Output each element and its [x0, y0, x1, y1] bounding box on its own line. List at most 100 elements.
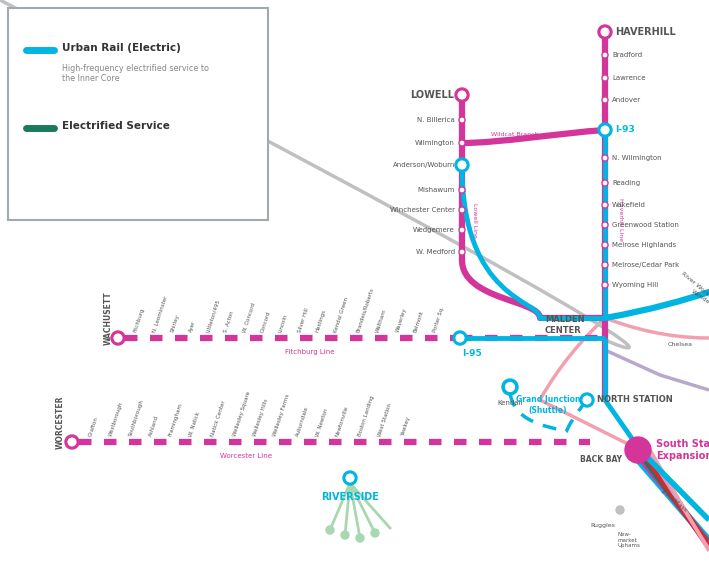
Text: Melrose/Cedar Park: Melrose/Cedar Park	[612, 262, 679, 268]
Circle shape	[460, 208, 464, 211]
Circle shape	[459, 207, 465, 213]
Circle shape	[371, 529, 379, 537]
Circle shape	[458, 91, 466, 99]
Text: JFK/UMass: JFK/UMass	[660, 488, 688, 512]
Text: Urban Rail (Electric): Urban Rail (Electric)	[62, 43, 181, 53]
Text: Chelsea: Chelsea	[668, 342, 693, 348]
Text: Lincoln: Lincoln	[278, 313, 289, 333]
Circle shape	[601, 126, 609, 134]
Text: Worcester Line: Worcester Line	[220, 453, 272, 459]
Text: Southborough: Southborough	[128, 399, 145, 437]
Circle shape	[602, 75, 608, 81]
Text: NORTH STATION: NORTH STATION	[597, 396, 673, 404]
Text: Mishawum: Mishawum	[418, 187, 455, 193]
Text: Wakefield: Wakefield	[612, 202, 646, 208]
Circle shape	[456, 334, 464, 342]
Text: Fitchburg Line: Fitchburg Line	[285, 349, 335, 355]
Circle shape	[453, 331, 467, 345]
Text: I-95: I-95	[462, 349, 481, 358]
Text: Wedgemere: Wedgemere	[413, 227, 455, 233]
Circle shape	[603, 284, 607, 287]
Circle shape	[460, 141, 464, 145]
Circle shape	[603, 263, 607, 266]
Circle shape	[598, 25, 612, 39]
Text: South Station
Expansion: South Station Expansion	[656, 439, 709, 461]
Text: Wildcat Branch: Wildcat Branch	[491, 133, 539, 138]
Text: Littleton/495: Littleton/495	[205, 298, 220, 333]
Text: W. Newton: W. Newton	[315, 408, 329, 437]
Circle shape	[68, 438, 76, 446]
Circle shape	[602, 97, 608, 103]
Text: Westborough: Westborough	[108, 401, 124, 437]
Text: Lawrence: Lawrence	[612, 75, 645, 81]
Text: River Works: River Works	[680, 271, 709, 299]
Text: Melrose Highlands: Melrose Highlands	[612, 242, 676, 248]
Text: Grand Junction
(Shuttle): Grand Junction (Shuttle)	[515, 395, 580, 414]
Text: Greenwood Station: Greenwood Station	[612, 222, 679, 228]
Text: Wellesley Hills: Wellesley Hills	[252, 398, 269, 437]
Text: RIVERSIDE: RIVERSIDE	[321, 492, 379, 502]
Circle shape	[460, 188, 464, 192]
Text: N. Wilmington: N. Wilmington	[612, 155, 661, 161]
Circle shape	[459, 227, 465, 233]
Circle shape	[602, 242, 608, 248]
Text: High-frequency electrified service to
the Inner Core: High-frequency electrified service to th…	[62, 64, 209, 83]
Text: Andover: Andover	[612, 97, 641, 103]
Circle shape	[458, 161, 466, 169]
Circle shape	[580, 393, 594, 407]
Circle shape	[459, 249, 465, 255]
Text: Waltham: Waltham	[375, 308, 387, 333]
Text: Auburndale: Auburndale	[295, 405, 310, 437]
Text: Yawkey: Yawkey	[400, 416, 411, 437]
Text: Wellesley Farms: Wellesley Farms	[272, 393, 291, 437]
Text: S. Acton: S. Acton	[223, 310, 235, 333]
Circle shape	[625, 437, 651, 463]
Circle shape	[356, 534, 364, 542]
FancyBboxPatch shape	[8, 8, 268, 220]
Text: Wilmington: Wilmington	[415, 140, 455, 146]
Text: BACK BAY: BACK BAY	[580, 455, 622, 464]
Text: N. Billerica: N. Billerica	[418, 117, 455, 123]
Text: Grafton: Grafton	[88, 416, 99, 437]
Circle shape	[460, 229, 464, 232]
Circle shape	[506, 383, 515, 391]
Text: LOWELL: LOWELL	[410, 90, 454, 100]
Text: MALDEN
CENTER: MALDEN CENTER	[545, 315, 585, 335]
Text: HAVERHILL: HAVERHILL	[615, 27, 676, 37]
Text: New-
market
Uphams: New- market Uphams	[618, 532, 641, 548]
Text: Winchester Center: Winchester Center	[390, 207, 455, 213]
Text: Belmont: Belmont	[413, 310, 425, 333]
Circle shape	[603, 53, 607, 57]
Circle shape	[603, 243, 607, 247]
Text: Lowell Line: Lowell Line	[472, 202, 477, 238]
Text: N. Leominster: N. Leominster	[152, 295, 169, 333]
Circle shape	[455, 158, 469, 172]
Circle shape	[603, 223, 607, 227]
Circle shape	[502, 379, 518, 395]
Circle shape	[602, 202, 608, 208]
Circle shape	[602, 155, 608, 161]
Circle shape	[65, 435, 79, 449]
Circle shape	[603, 181, 607, 185]
Circle shape	[603, 204, 607, 206]
Text: Kendall: Kendall	[497, 400, 523, 406]
Text: Wellesley Square: Wellesley Square	[232, 391, 251, 437]
Text: Shirley: Shirley	[170, 314, 181, 333]
Text: Ayer: Ayer	[188, 320, 196, 333]
Text: Electrified Service: Electrified Service	[62, 121, 170, 131]
Text: Fitchburg: Fitchburg	[133, 307, 145, 333]
Circle shape	[460, 163, 464, 167]
Text: Waverley: Waverley	[395, 307, 408, 333]
Text: Concord: Concord	[260, 310, 272, 333]
Text: Ruggles: Ruggles	[590, 523, 615, 527]
Text: Porter Sq.: Porter Sq.	[432, 306, 445, 333]
Circle shape	[598, 123, 612, 137]
Circle shape	[602, 222, 608, 228]
Text: Boston Landing: Boston Landing	[357, 395, 375, 437]
Circle shape	[459, 187, 465, 193]
Circle shape	[346, 474, 354, 482]
Text: I-93: I-93	[615, 125, 635, 134]
Circle shape	[343, 471, 357, 485]
Text: Anderson/Woburn: Anderson/Woburn	[393, 162, 455, 168]
Circle shape	[459, 162, 465, 168]
